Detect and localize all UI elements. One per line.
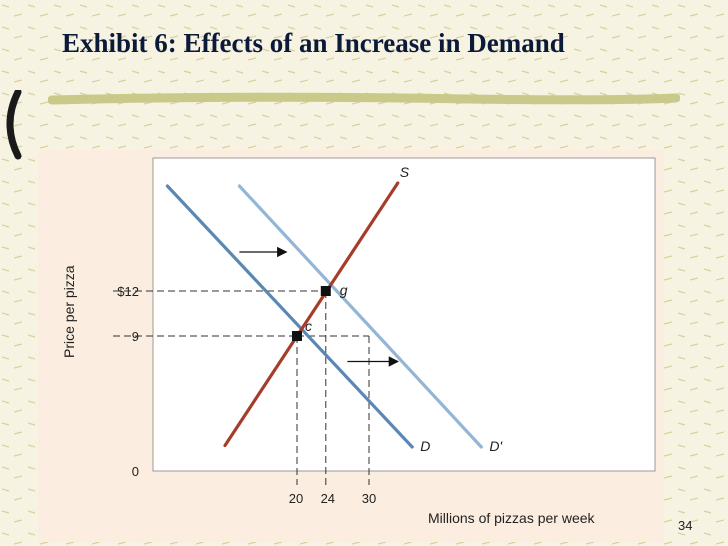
guide-lines	[113, 290, 370, 485]
y-tick-label: 9	[132, 329, 139, 344]
origin-label: 0	[132, 464, 139, 479]
curve-S	[223, 181, 400, 448]
chart: D D' Sc g $12 9 0 20 24 30 Millions of pizzas per …	[61, 157, 656, 526]
y-axis-label: Price per pizza	[61, 265, 77, 358]
x-tick-label: 24	[321, 491, 335, 506]
curve-label-S: S	[400, 164, 410, 180]
x-tick-label: 20	[289, 491, 303, 506]
point-g	[320, 286, 331, 296]
plot-area	[152, 157, 656, 472]
shift-arrows	[239, 246, 400, 367]
point-c	[292, 331, 302, 341]
slide-title: Exhibit 6: Effects of an Increase in Dem…	[62, 28, 565, 58]
title-underline	[48, 92, 680, 105]
x-axis-label: Millions of pizzas per week	[428, 510, 596, 526]
chart-labels: D D' Sc g $12 9 0 20 24 30 Millions of pizzas per …	[61, 164, 596, 526]
curves	[165, 181, 483, 449]
page-number: 34	[678, 518, 693, 533]
curve-label-D-prime: D'	[489, 438, 503, 454]
curve-label-D: D	[420, 438, 430, 454]
curve-D	[165, 184, 414, 449]
point-label-c: c	[305, 318, 312, 334]
equilibrium-points	[292, 286, 331, 341]
left-bracket-decoration	[6, 90, 22, 160]
x-tick-label: 30	[362, 491, 376, 506]
y-tick-label: $12	[117, 284, 139, 299]
point-label-g: g	[340, 282, 348, 298]
curve-D-prime	[237, 184, 483, 449]
